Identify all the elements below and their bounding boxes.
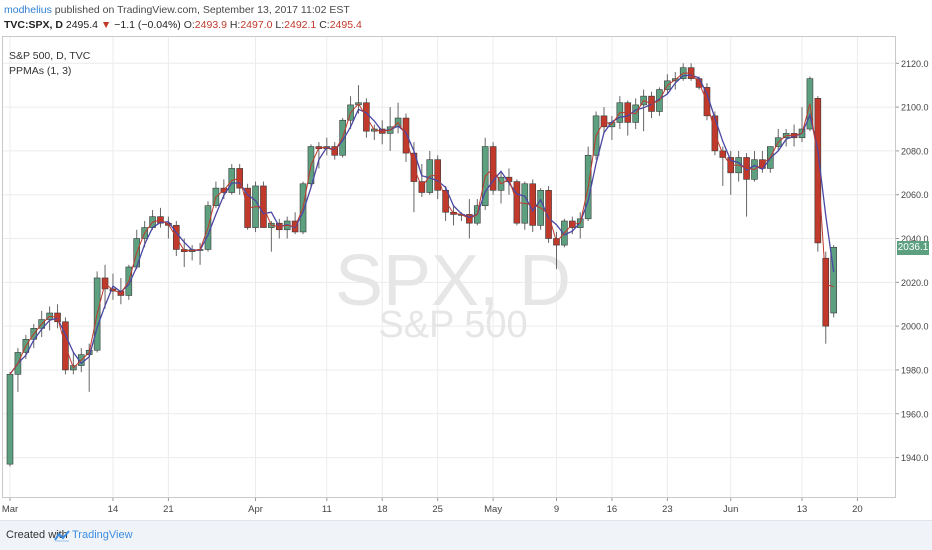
candle (727, 150, 735, 195)
x-tick-label: 16 (607, 504, 618, 515)
x-tick-label: 21 (163, 504, 174, 515)
x-tick-label: Mar (2, 504, 18, 515)
high-label: H: (229, 19, 241, 31)
tradingview-brand-link[interactable]: TradingView (72, 529, 133, 541)
candle (93, 271, 101, 353)
low-value: 2492.1 (284, 19, 317, 31)
ppma-fast-line (9, 72, 834, 375)
candle-body (822, 257, 830, 327)
horizontal-gridlines (3, 62, 895, 459)
open-value: 2493.9 (194, 19, 227, 31)
x-tick-label: Jun (723, 504, 738, 515)
candle (434, 155, 441, 200)
candle (719, 146, 727, 186)
candle (228, 164, 236, 195)
candle (624, 100, 632, 136)
last-price-tag: 2036.1 (897, 241, 929, 255)
open-label: O: (183, 19, 195, 31)
y-tick-label: 1960.0 (901, 409, 929, 419)
x-tick-label: 9 (554, 504, 559, 515)
candle (608, 115, 616, 140)
vertical-gridlines (9, 37, 858, 497)
candle (584, 146, 592, 221)
candle (173, 221, 180, 257)
ohlc-line: TVC:SPX, D 2495.4 ▼ −1.1 (−0.04%) O:2493… (4, 19, 362, 31)
y-tick-label: 2000.0 (901, 322, 929, 332)
chart-header: modhelius published on TradingView.com, … (0, 0, 932, 36)
candle (363, 98, 370, 138)
high-value: 2497.0 (240, 19, 273, 31)
candle (537, 188, 544, 230)
x-tick-label: Apr (248, 504, 263, 515)
y-tick-label: 1980.0 (901, 365, 929, 375)
y-tick-label: 1940.0 (901, 453, 929, 463)
candle (426, 150, 434, 195)
publish-info: published on TradingView.com, September … (54, 4, 350, 16)
candle (640, 89, 647, 132)
change-value: −1.1 (−0.04%) (114, 19, 181, 31)
y-tick-label: 2040.0 (901, 234, 929, 244)
x-tick-label: 23 (662, 504, 673, 515)
candle-body (830, 246, 837, 314)
candle (378, 120, 386, 145)
candle (687, 63, 695, 81)
watermark-symbol: SPX, D (335, 241, 571, 321)
candle (743, 153, 750, 217)
x-tick-label: 11 (322, 504, 332, 515)
candlestick-plot[interactable]: SPX, D S&P 500 (3, 37, 895, 497)
candle (14, 348, 22, 392)
time-axis[interactable]: Mar 14 21 Apr 11 18 25 May 9 16 23 Jun 13 20 (2, 498, 896, 520)
symbol-label: TVC:SPX, D (4, 19, 63, 31)
y-tick-label: 2060.0 (901, 190, 929, 200)
candle (133, 229, 141, 270)
down-arrow-icon: ▼ (100, 19, 112, 31)
close-value: 2495.4 (329, 19, 362, 31)
x-tick-label: 14 (108, 504, 119, 515)
x-tick-label: 25 (432, 504, 443, 515)
y-tick-label: 2100.0 (901, 103, 929, 113)
tradingview-logo-icon[interactable] (54, 529, 70, 547)
candle (125, 264, 133, 300)
candle (814, 96, 822, 252)
low-label: L: (275, 19, 285, 31)
x-tick-label: May (484, 504, 502, 515)
close-label: C: (319, 19, 330, 31)
candle (822, 251, 830, 344)
x-tick-label: 13 (797, 504, 808, 515)
x-tick-label: 18 (377, 504, 388, 515)
candle (505, 168, 513, 195)
created-with-label: Created with (6, 529, 68, 541)
candle (283, 216, 291, 239)
candle (6, 372, 14, 467)
last-price: 2495.4 (65, 19, 98, 31)
indicator-legend[interactable]: PPMAs (1, 3) (9, 65, 72, 77)
chart-pane[interactable]: SPX, D S&P 500 (2, 36, 896, 498)
candle (323, 137, 331, 156)
candle-body (6, 374, 14, 465)
y-tick-label: 2120.0 (901, 59, 929, 69)
x-tick-label: 20 (852, 504, 863, 515)
y-tick-label: 2080.0 (901, 146, 929, 156)
ppma-slow-line (9, 74, 835, 375)
y-tick-label: 2020.0 (901, 278, 929, 288)
candle (260, 181, 267, 228)
footer-bar: Created with TradingView (0, 520, 932, 550)
watermark-name: S&P 500 (378, 304, 527, 346)
author-link[interactable]: modhelius (4, 4, 52, 16)
candle (497, 172, 505, 204)
publish-line: modhelius published on TradingView.com, … (4, 4, 350, 16)
series-legend[interactable]: S&P 500, D, TVC (9, 50, 91, 62)
price-axis[interactable]: 1940.0 1960.0 1980.0 2000.0 2020.0 2040.0 2060… (896, 36, 932, 498)
candle (521, 181, 529, 230)
candle (830, 245, 837, 318)
